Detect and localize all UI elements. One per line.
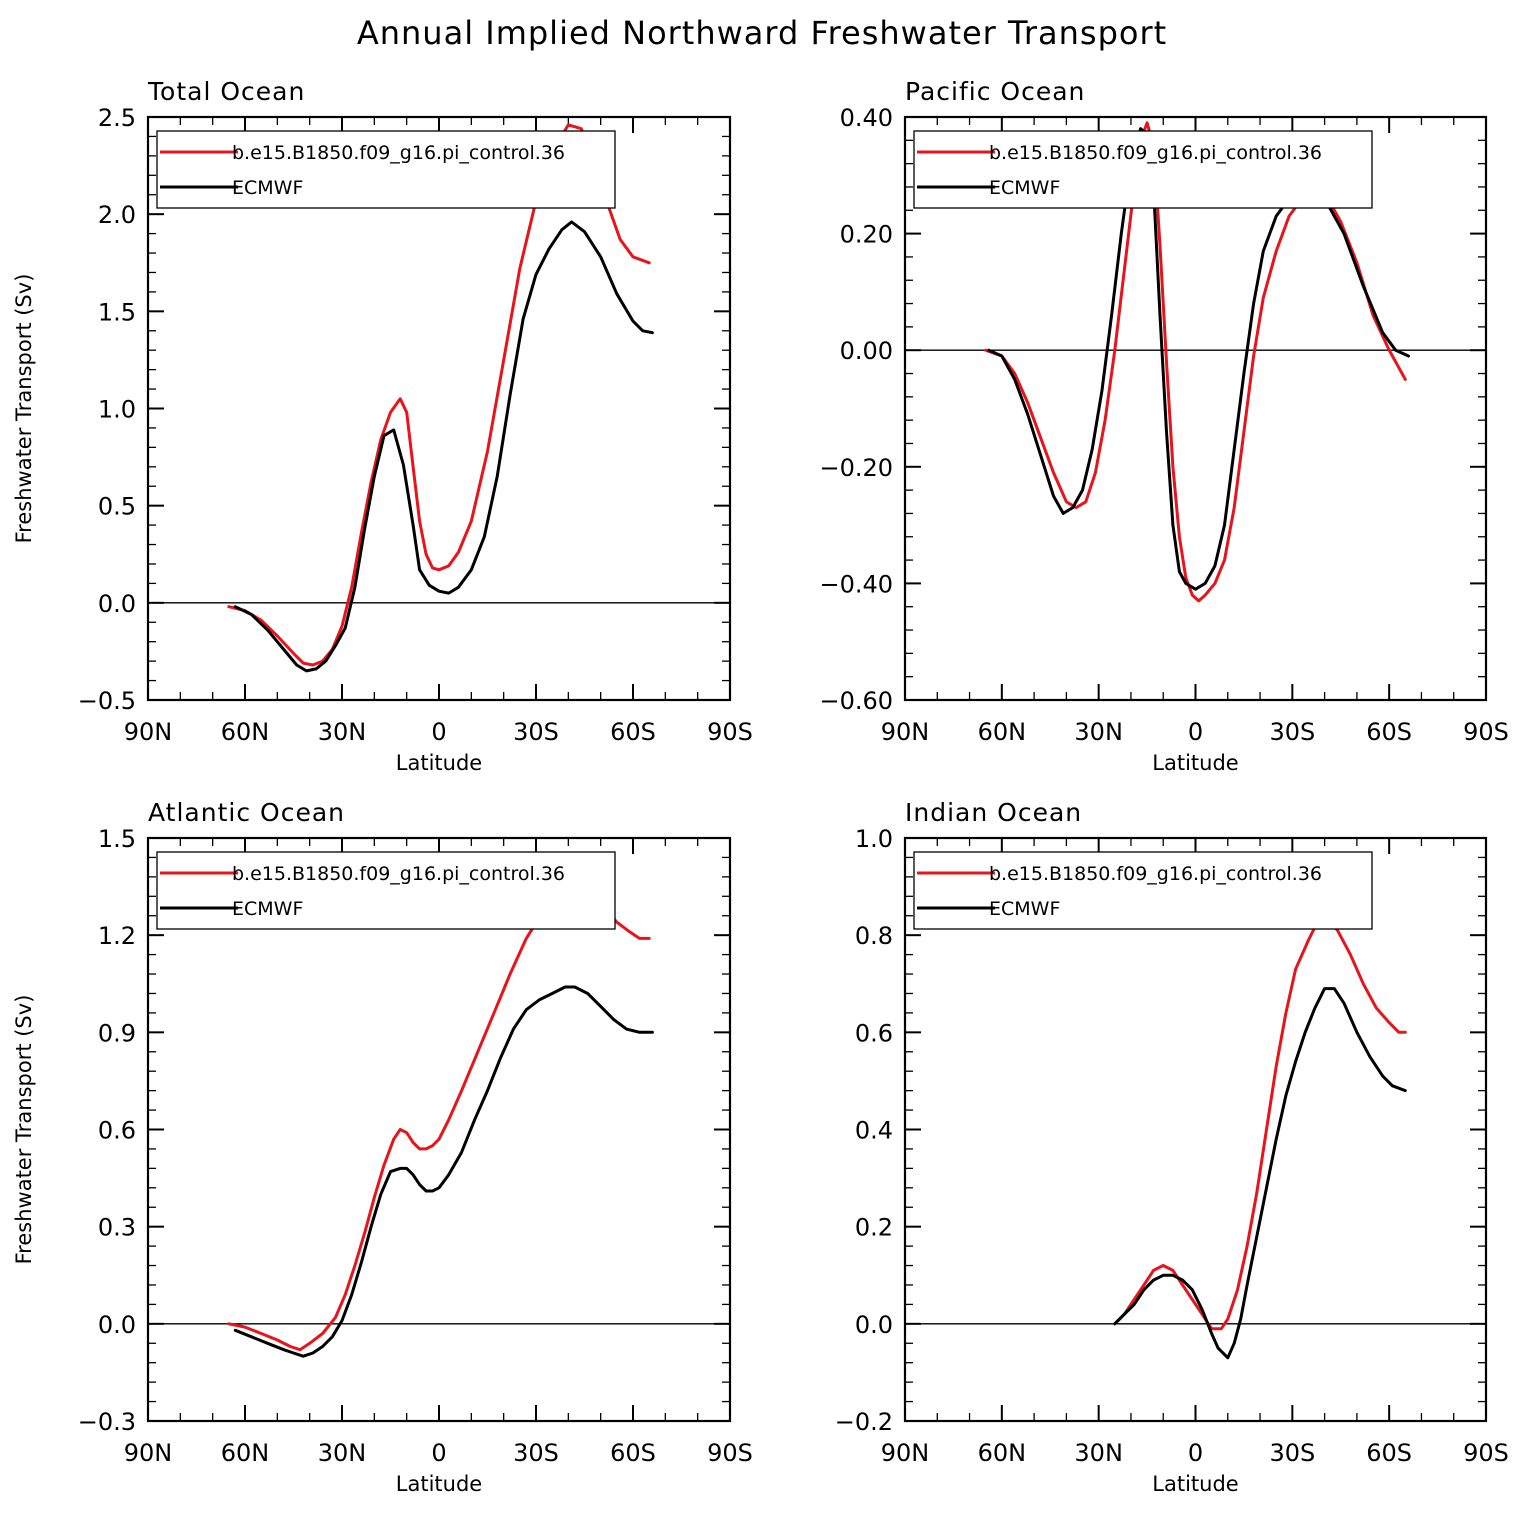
x-tick-label: 90N [124, 718, 173, 746]
legend-label: ECMWF [232, 177, 303, 199]
panel-title: Total Ocean [147, 77, 305, 106]
y-tick-label: 1.0 [98, 396, 136, 424]
x-tick-label: 90N [124, 1439, 173, 1467]
x-tick-label: 90N [881, 718, 930, 746]
x-tick-label: 60N [221, 1439, 270, 1467]
y-tick-label: 0.8 [855, 922, 893, 950]
plot-frame [146, 836, 732, 1423]
legend-label: ECMWF [989, 898, 1060, 920]
x-tick-label: 0 [431, 718, 446, 746]
x-axis-label: Latitude [396, 1472, 482, 1496]
y-tick-label: 2.0 [98, 201, 136, 229]
legend: b.e15.B1850.f09_g16.pi_control.36 ECMWF [913, 851, 1373, 930]
x-tick-label: 90S [707, 1439, 753, 1467]
y-tick-label: 0.20 [840, 221, 893, 249]
x-tick-label: 60N [978, 718, 1027, 746]
x-tick-label: 0 [1188, 1439, 1203, 1467]
y-tick-label: 0.6 [98, 1117, 136, 1145]
legend-label: b.e15.B1850.f09_g16.pi_control.36 [989, 142, 1322, 164]
x-tick-label: 60N [978, 1439, 1027, 1467]
figure-title: Annual Implied Northward Freshwater Tran… [356, 14, 1168, 52]
x-tick-label: 90S [1463, 718, 1509, 746]
legend-box [913, 851, 1373, 930]
y-tick-label: 1.5 [98, 825, 136, 853]
x-tick-label: 30N [1074, 718, 1123, 746]
x-tick-label: 60S [1366, 1439, 1412, 1467]
x-tick-label: 30S [1269, 718, 1315, 746]
legend-label: b.e15.B1850.f09_g16.pi_control.36 [232, 863, 565, 885]
x-axis-label: Latitude [1152, 1472, 1238, 1496]
panel-title: Pacific Ocean [905, 77, 1085, 106]
legend: b.e15.B1850.f09_g16.pi_control.36 ECMWF [156, 851, 616, 930]
legend-label: b.e15.B1850.f09_g16.pi_control.36 [232, 142, 565, 164]
y-tick-label: −0.60 [819, 687, 893, 715]
y-axis-label: Freshwater Transport (Sv) [12, 274, 36, 544]
x-tick-label: 0 [1188, 718, 1203, 746]
y-tick-label: 0.4 [855, 1117, 893, 1145]
legend-label: ECMWF [232, 898, 303, 920]
series-line-ecmwf [233, 220, 654, 673]
x-tick-label: 90S [707, 718, 753, 746]
x-tick-label: 30N [318, 718, 367, 746]
plot-frame [146, 115, 732, 702]
legend-label: b.e15.B1850.f09_g16.pi_control.36 [989, 863, 1322, 885]
x-tick-label: 30N [1074, 1439, 1123, 1467]
x-tick-label: 60S [610, 718, 656, 746]
legend-box [156, 851, 616, 930]
y-tick-label: 0.2 [855, 1214, 893, 1242]
series-line-model [1113, 919, 1407, 1331]
legend: b.e15.B1850.f09_g16.pi_control.36 ECMWF [913, 130, 1373, 209]
y-tick-label: −0.3 [78, 1408, 136, 1436]
y-tick-label: 0.9 [98, 1019, 136, 1047]
y-tick-label: 0.5 [98, 493, 136, 521]
panel-atlantic-ocean: Atlantic Ocean −0.3 0.0 0.3 0.6 0.9 1.2 1.5 90N 6… [12, 798, 753, 1496]
plot-frame [903, 115, 1488, 702]
y-tick-label: 0.0 [98, 1311, 136, 1339]
legend-label: ECMWF [989, 177, 1060, 199]
panel-total-ocean: Total Ocean −0.5 0.0 0.5 1.0 1.5 2.0 2.5 90N 60N 3… [12, 77, 753, 775]
y-tick-label: 2.5 [98, 104, 136, 132]
y-tick-label: 1.0 [855, 825, 893, 853]
x-tick-label: 90S [1463, 1439, 1509, 1467]
series-line-model [227, 123, 651, 667]
y-tick-label: 0.40 [840, 104, 893, 132]
panel-title: Atlantic Ocean [148, 798, 345, 827]
y-tick-label: 0.3 [98, 1214, 136, 1242]
legend: b.e15.B1850.f09_g16.pi_control.36 ECMWF [156, 130, 616, 209]
panel-pacific-ocean: Pacific Ocean −0.60 −0.40 −0.20 0.00 0.20 0.40… [819, 77, 1508, 775]
series-line-model [227, 878, 651, 1352]
legend-box [913, 130, 1373, 209]
x-tick-label: 30N [318, 1439, 367, 1467]
y-tick-label: 1.2 [98, 922, 136, 950]
panel-title: Indian Ocean [905, 798, 1082, 827]
series-line-ecmwf [233, 985, 654, 1358]
plot-frame [903, 836, 1488, 1423]
y-tick-label: −0.5 [78, 687, 136, 715]
y-tick-label: 1.5 [98, 298, 136, 326]
x-tick-label: 60S [1366, 718, 1412, 746]
x-axis-label: Latitude [396, 751, 482, 775]
y-tick-label: 0.0 [98, 590, 136, 618]
y-tick-label: 0.0 [855, 1311, 893, 1339]
x-axis-label: Latitude [1152, 751, 1238, 775]
y-axis-label: Freshwater Transport (Sv) [12, 995, 36, 1265]
y-tick-label: 0.6 [855, 1019, 893, 1047]
x-tick-label: 30S [1269, 1439, 1315, 1467]
y-tick-label: −0.2 [835, 1408, 893, 1436]
series-line-ecmwf [1113, 987, 1407, 1360]
x-tick-label: 30S [513, 1439, 559, 1467]
y-tick-label: 0.00 [840, 337, 893, 365]
y-tick-label: −0.20 [819, 454, 893, 482]
x-tick-label: 90N [881, 1439, 930, 1467]
legend-box [156, 130, 616, 209]
x-tick-label: 60N [221, 718, 270, 746]
panel-indian-ocean: Indian Ocean −0.2 0.0 0.2 0.4 0.6 0.8 1.0 90N 60N… [835, 798, 1509, 1496]
x-tick-label: 60S [610, 1439, 656, 1467]
y-tick-label: −0.40 [819, 570, 893, 598]
x-tick-label: 30S [513, 718, 559, 746]
x-tick-label: 0 [431, 1439, 446, 1467]
